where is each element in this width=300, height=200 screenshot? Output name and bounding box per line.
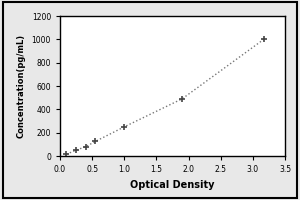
X-axis label: Optical Density: Optical Density	[130, 180, 215, 190]
Y-axis label: Concentration(pg/mL): Concentration(pg/mL)	[17, 34, 26, 138]
